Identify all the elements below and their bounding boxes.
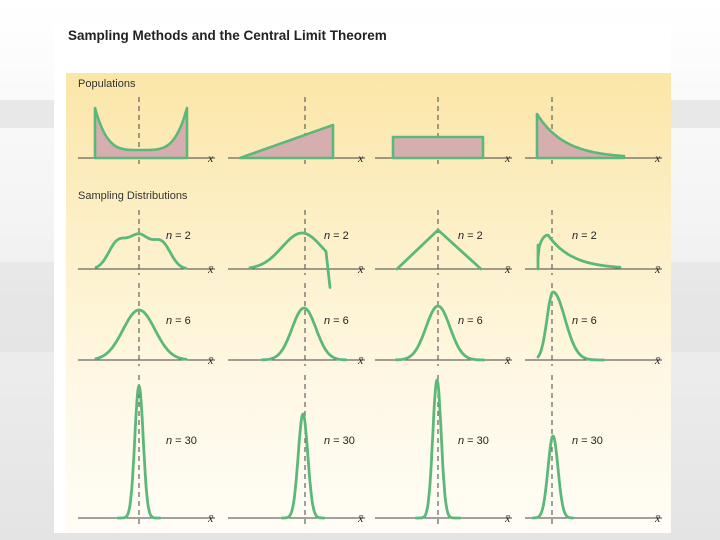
sample-size-label: n = 30 — [166, 435, 197, 447]
sampling-distributions-heading: Sampling Distributions — [78, 190, 188, 202]
population-uniform — [391, 135, 485, 160]
xbar-axis-label: x̄ — [207, 262, 214, 276]
sampling-n30-uniform — [414, 378, 462, 520]
sampling-n2-ushaped — [94, 232, 188, 270]
xbar-axis-label: x̄ — [654, 353, 661, 367]
sample-size-label: n = 30 — [572, 435, 603, 447]
sample-size-label: n = 2 — [458, 230, 483, 242]
figure-title: Sampling Methods and the Central Limit T… — [68, 28, 387, 43]
sample-size-label: n = 2 — [166, 230, 191, 242]
x-axis-label: x — [207, 151, 214, 165]
sampling-n2-linear — [248, 231, 332, 289]
xbar-axis-label: x̄ — [207, 511, 214, 525]
sample-size-label: n = 30 — [458, 435, 489, 447]
xbar-axis-label: x̄ — [357, 262, 364, 276]
xbar-axis-label: x̄ — [504, 262, 511, 276]
x-axis-label: x — [654, 151, 661, 165]
sampling-n6-linear — [260, 306, 348, 362]
xbar-axis-label: x̄ — [357, 353, 364, 367]
populations-heading: Populations — [78, 78, 136, 90]
x-axis-label: x — [504, 151, 511, 165]
population-exponential — [535, 112, 626, 160]
xbar-axis-label: x̄ — [504, 511, 511, 525]
sample-size-label: n = 6 — [572, 315, 597, 327]
population-linear-increasing — [238, 123, 335, 160]
sample-size-label: n = 2 — [572, 230, 597, 242]
xbar-axis-label: x̄ — [207, 353, 214, 367]
sampling-n30-ushaped — [116, 384, 162, 520]
sample-size-label: n = 6 — [166, 315, 191, 327]
sampling-n2-exponential — [536, 233, 622, 271]
sample-size-label: n = 30 — [324, 435, 355, 447]
sample-size-label: n = 2 — [324, 230, 349, 242]
sampling-n6-ushaped — [94, 308, 188, 361]
sampling-n30-exponential — [531, 434, 575, 520]
xbar-axis-label: x̄ — [504, 353, 511, 367]
xbar-axis-label: x̄ — [654, 511, 661, 525]
sample-size-label: n = 6 — [324, 315, 349, 327]
sampling-n6-exponential — [536, 290, 606, 362]
xbar-axis-label: x̄ — [357, 511, 364, 525]
sampling-n30-linear — [280, 412, 326, 520]
sampling-n6-uniform — [394, 304, 486, 362]
xbar-axis-label: x̄ — [654, 262, 661, 276]
sample-size-label: n = 6 — [458, 315, 483, 327]
sampling-n2-uniform — [395, 228, 483, 271]
population-u-shaped — [93, 106, 189, 160]
x-axis-label: x — [357, 151, 364, 165]
